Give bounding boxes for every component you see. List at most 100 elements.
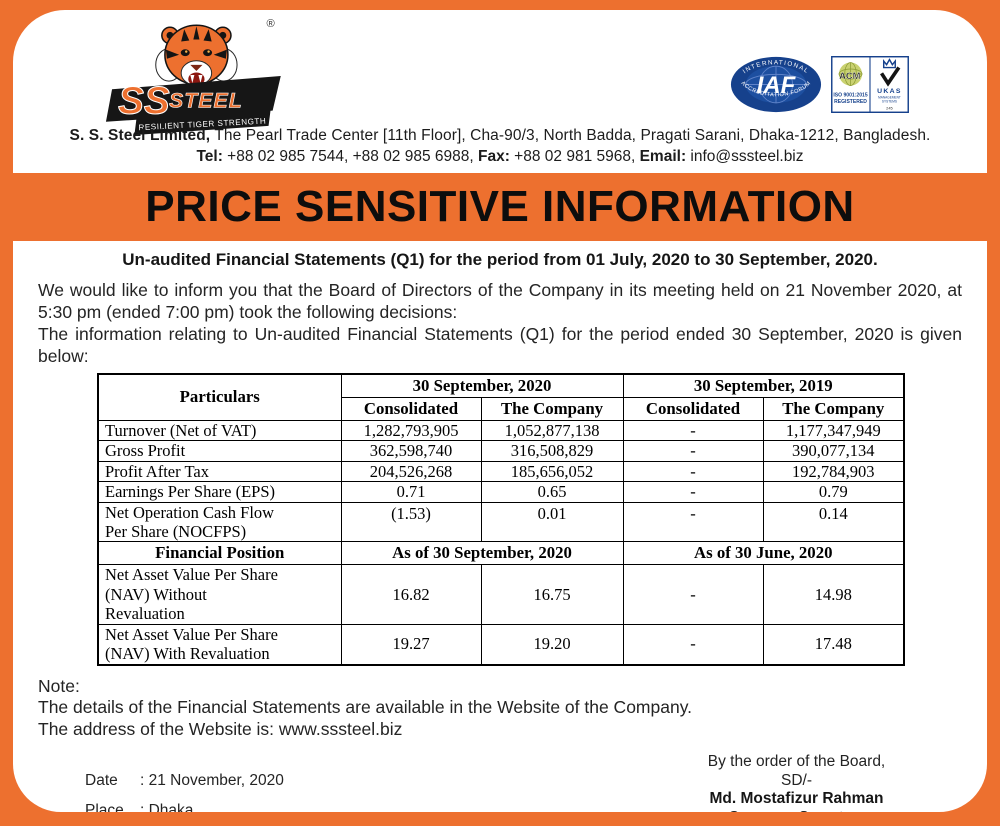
cell-value: 204,526,268 — [340, 460, 482, 483]
ukas-number: 245 — [886, 105, 893, 110]
title-banner: PRICE SENSITIVE INFORMATION — [0, 173, 1000, 241]
acm-iso-line1: ISO 9001:2015 — [833, 92, 867, 98]
logo-word: STEEL — [169, 89, 243, 113]
body-paragraph-1: We would like to inform you that the Boa… — [38, 280, 962, 322]
date-value: : 21 November, 2020 — [140, 772, 284, 790]
header-period-2019: 30 September, 2019 — [622, 373, 905, 398]
note-block: Note: The details of the Financial State… — [38, 676, 962, 741]
letterhead-panel: ® — [13, 10, 987, 173]
signatory-name: Md. Mostafizur Rahman — [709, 790, 884, 808]
ukas-line2: SYSTEMS — [882, 100, 897, 104]
subheader-company-2019: The Company — [762, 396, 905, 421]
note-line-2: The address of the Website is: www.ssste… — [38, 718, 403, 739]
page-title: PRICE SENSITIVE INFORMATION — [145, 182, 855, 231]
signature-block: By the order of the Board, SD/- Md. Most… — [679, 753, 914, 812]
row-label: Net Asset Value Per Share (NAV) Without … — [97, 564, 342, 625]
row-label-line: Net Asset Value Per Share — [105, 565, 278, 585]
cell-value: 1,282,793,905 — [340, 419, 482, 442]
note-title: Note: — [38, 675, 80, 696]
subject-heading: Un-audited Financial Statements (Q1) for… — [122, 250, 878, 269]
cell-value: 19.20 — [480, 623, 624, 666]
cell-value: (1.53) — [340, 501, 482, 543]
subheader-company-2020: The Company — [480, 396, 624, 421]
fp-period-2020: As of 30 September, 2020 — [340, 541, 624, 566]
table-row: Net Asset Value Per Share (NAV) With Rev… — [97, 623, 905, 666]
row-label-line: (NAV) With Revaluation — [105, 644, 270, 664]
row-label-line: Net Asset Value Per Share — [105, 624, 278, 644]
financial-table: Particulars 30 September, 2020 30 Septem… — [97, 373, 905, 666]
fax-value: +88 02 981 5968, — [509, 148, 640, 165]
cell-value: 19.27 — [340, 623, 482, 666]
row-label: Net Operation Cash Flow Per Share (NOCFP… — [97, 501, 342, 543]
row-label-line: (NAV) Without — [105, 584, 207, 604]
financial-position-header-row: Financial Position As of 30 September, 2… — [97, 541, 905, 566]
tel-value: +88 02 985 7544, +88 02 985 6988, — [222, 148, 478, 165]
row-label: Gross Profit — [97, 440, 342, 462]
cell-value: 0.65 — [480, 481, 624, 503]
place-label: Place — [85, 801, 124, 812]
financial-table-wrap: Particulars 30 September, 2020 30 Septem… — [97, 373, 962, 666]
iaf-abbr: IAF — [757, 72, 797, 99]
cell-value: 16.82 — [340, 564, 482, 625]
subheader-consolidated-2020: Consolidated — [340, 396, 482, 421]
letterhead-address: S. S. Steel Limited, The Pearl Trade Cen… — [13, 127, 987, 166]
acm-iso-line2: REGISTERED — [834, 99, 867, 105]
table-row: Profit After Tax 204,526,268 185,656,052… — [97, 460, 905, 483]
row-label: Turnover (Net of VAT) — [97, 419, 342, 442]
cell-value: 192,784,903 — [762, 460, 905, 483]
signature-line-1: By the order of the Board, — [707, 753, 886, 771]
footer: Date : 21 November, 2020 Place : Dhaka B… — [38, 753, 962, 812]
fax-label: Fax: — [478, 148, 510, 165]
place-value: : Dhaka — [140, 801, 194, 812]
cell-value: 17.48 — [762, 623, 905, 666]
cell-value: - — [622, 564, 764, 625]
cell-value: 0.01 — [480, 501, 624, 543]
tiger-logo-graphic: ® — [105, 18, 281, 135]
iaf-logo-icon: IAF INTERNATIONAL ACCREDITATION FORUM — [730, 56, 822, 113]
acm-icon: ACM ISO 9001:2015 REGISTERED — [833, 62, 868, 105]
date-place-block: Date : 21 November, 2020 Place : Dhaka — [85, 753, 284, 812]
cell-value: 362,598,740 — [340, 440, 482, 462]
header-period-2020: 30 September, 2020 — [340, 373, 624, 398]
signature-sd: SD/- — [781, 771, 812, 789]
row-label-line: Revaluation — [105, 604, 185, 624]
cell-value: 16.75 — [480, 564, 624, 625]
cell-value: 390,077,134 — [762, 440, 905, 462]
cell-value: - — [622, 481, 764, 503]
cell-value: 185,656,052 — [480, 460, 624, 483]
financial-position-header: Financial Position — [97, 541, 342, 566]
acm-ukas-badge: ACM ISO 9001:2015 REGISTERED UKAS MANAGE… — [831, 56, 909, 113]
certification-badges: IAF INTERNATIONAL ACCREDITATION FORUM AC… — [730, 56, 909, 113]
cell-value: - — [622, 419, 764, 442]
tel-label: Tel: — [196, 148, 223, 165]
cell-value: 316,508,829 — [480, 440, 624, 462]
note-line-1: The details of the Financial Statements … — [38, 697, 693, 718]
email-value: info@sssteel.biz — [686, 148, 804, 165]
address-line: S. S. Steel Limited, The Pearl Trade Cen… — [13, 127, 987, 145]
cell-value: 1,052,877,138 — [480, 419, 624, 442]
ukas-icon: UKAS MANAGEMENT SYSTEMS 245 — [877, 58, 901, 110]
date-label: Date — [85, 772, 118, 790]
row-label-line: Per Share (NOCFPS) — [105, 521, 247, 541]
cell-value: 14.98 — [762, 564, 905, 625]
logo-initials: SS — [118, 80, 170, 123]
cell-value: - — [622, 623, 764, 666]
acm-abbr: ACM — [839, 71, 861, 81]
registered-mark-icon: ® — [267, 18, 276, 30]
tiger-icon — [155, 24, 238, 86]
cell-value: - — [622, 440, 764, 462]
header-particulars: Particulars — [97, 373, 342, 421]
company-logo: ® — [105, 12, 300, 136]
row-label: Profit After Tax — [97, 460, 342, 483]
row-label-line: Net Operation Cash Flow — [105, 502, 275, 522]
body-paragraph-2: The information relating to Un-audited F… — [38, 324, 962, 366]
cell-value: - — [622, 501, 764, 543]
signatory-title: Company Secretary — [679, 809, 914, 812]
table-header-row-groups: Particulars 30 September, 2020 30 Septem… — [97, 373, 905, 421]
company-name: S. S. Steel Limited, — [69, 127, 211, 144]
table-row: Net Asset Value Per Share (NAV) Without … — [97, 564, 905, 625]
subheader-consolidated-2019: Consolidated — [622, 396, 764, 421]
cell-value: 0.14 — [762, 501, 905, 543]
email-label: Email: — [639, 148, 687, 165]
